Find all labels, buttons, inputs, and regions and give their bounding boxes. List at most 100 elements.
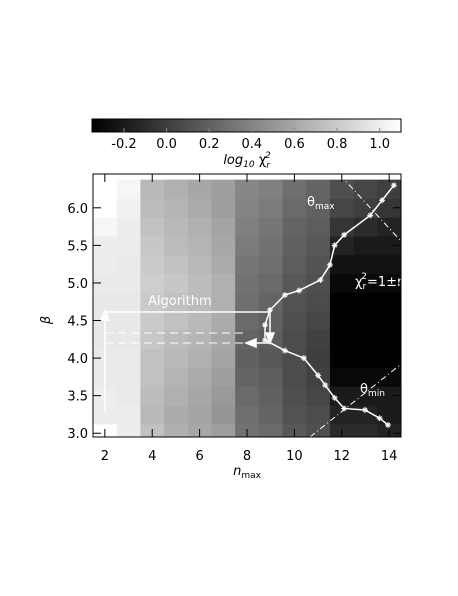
heat-cell (258, 235, 284, 256)
heat-cell (140, 348, 165, 368)
contour-marker (390, 182, 397, 189)
heat-cell (258, 423, 284, 437)
x-tick-label: 4 (148, 449, 156, 464)
colorbar (91, 118, 402, 133)
heat-cell (329, 386, 355, 406)
heat-cell (211, 386, 236, 406)
heat-cell (116, 405, 141, 425)
contour-marker (367, 212, 374, 219)
heat-cell (93, 405, 118, 425)
heat-cell (258, 311, 284, 331)
heat-cell (116, 386, 141, 406)
heat-cell (282, 179, 307, 199)
heat-cell (140, 179, 165, 199)
heat-cell (116, 273, 141, 293)
colorbar-tick-label: 0.8 (327, 137, 348, 152)
heat-cell (353, 292, 378, 312)
overlay: Algorithm θmax χr2=1±nσ θmin (99, 174, 414, 437)
heat-cell (211, 423, 236, 437)
heat-cell (140, 329, 165, 350)
heat-cell (164, 386, 189, 406)
algorithm-arrows (99, 307, 276, 412)
theta-max-line (339, 174, 401, 241)
heat-cell (282, 405, 307, 425)
heat-cell (377, 348, 401, 368)
heat-cell (353, 179, 378, 199)
heat-cell (377, 198, 401, 218)
x-tick-label: 14 (381, 449, 398, 464)
heat-cell (235, 179, 260, 199)
heat-cell (235, 292, 260, 312)
heat-cell (93, 292, 118, 312)
heat-cell (377, 273, 401, 293)
heat-cell (377, 405, 401, 425)
heat-cell (164, 179, 189, 199)
x-tick-label: 12 (333, 449, 350, 464)
contour-marker (300, 355, 307, 362)
heat-cell (116, 423, 141, 437)
heat-cell (164, 254, 189, 275)
heat-cell (377, 217, 401, 237)
heat-cell (93, 217, 118, 237)
heat-cell (353, 217, 378, 237)
heat-cell (377, 254, 401, 275)
contour-marker (379, 197, 386, 204)
y-axis-label: β (39, 316, 54, 325)
heat-cell (329, 329, 355, 350)
heat-cell (377, 311, 401, 331)
heat-cell (329, 405, 355, 425)
colorbar-tick-label: 0.2 (199, 137, 220, 152)
heat-cell (306, 405, 331, 425)
contour-label: χr2=1±nσ (355, 272, 414, 292)
heat-cell (93, 179, 118, 199)
contour-marker (296, 287, 303, 294)
contour-marker (322, 382, 329, 389)
y-tick-label: 4.0 (67, 352, 88, 367)
contour-marker (326, 261, 333, 268)
x-tick-label: 2 (101, 449, 109, 464)
heat-cell (211, 311, 236, 331)
heat-cell (258, 367, 284, 387)
heat-cell (140, 292, 165, 312)
contour-marker (281, 347, 288, 354)
heat-cell (353, 235, 378, 256)
heat-cell (235, 311, 260, 331)
x-tick-label: 8 (243, 449, 251, 464)
heat-cell (258, 386, 284, 406)
heat-cell (116, 198, 141, 218)
heat-cell (353, 254, 378, 275)
heat-cell (377, 292, 401, 312)
heat-cell (306, 423, 331, 437)
heat-cell (306, 254, 331, 275)
heat-cell (282, 348, 307, 368)
heat-cell (211, 198, 236, 218)
heat-cell (187, 254, 212, 275)
heat-cell (306, 217, 331, 237)
heat-cell (211, 348, 236, 368)
heat-cell (140, 273, 165, 293)
heat-cell (353, 386, 378, 406)
heat-cell (116, 217, 141, 237)
heat-cell (211, 367, 236, 387)
heat-cell (235, 235, 260, 256)
x-axis-label: nmax (233, 464, 262, 481)
heat-cell (164, 329, 189, 350)
heat-cell (211, 329, 236, 350)
contour-marker (262, 322, 269, 329)
heat-cell (93, 273, 118, 293)
heat-cell (235, 198, 260, 218)
heat-cell (353, 348, 378, 368)
contour-marker (262, 337, 269, 344)
heat-cell (140, 254, 165, 275)
heat-cell (187, 273, 212, 293)
heat-cell (140, 367, 165, 387)
heat-cell (140, 217, 165, 237)
heat-cell (258, 217, 284, 237)
heat-cell (353, 311, 378, 331)
heat-cell (235, 348, 260, 368)
heat-cell (282, 386, 307, 406)
heat-cell (282, 292, 307, 312)
contour-marker (266, 307, 273, 314)
heat-cell (164, 292, 189, 312)
